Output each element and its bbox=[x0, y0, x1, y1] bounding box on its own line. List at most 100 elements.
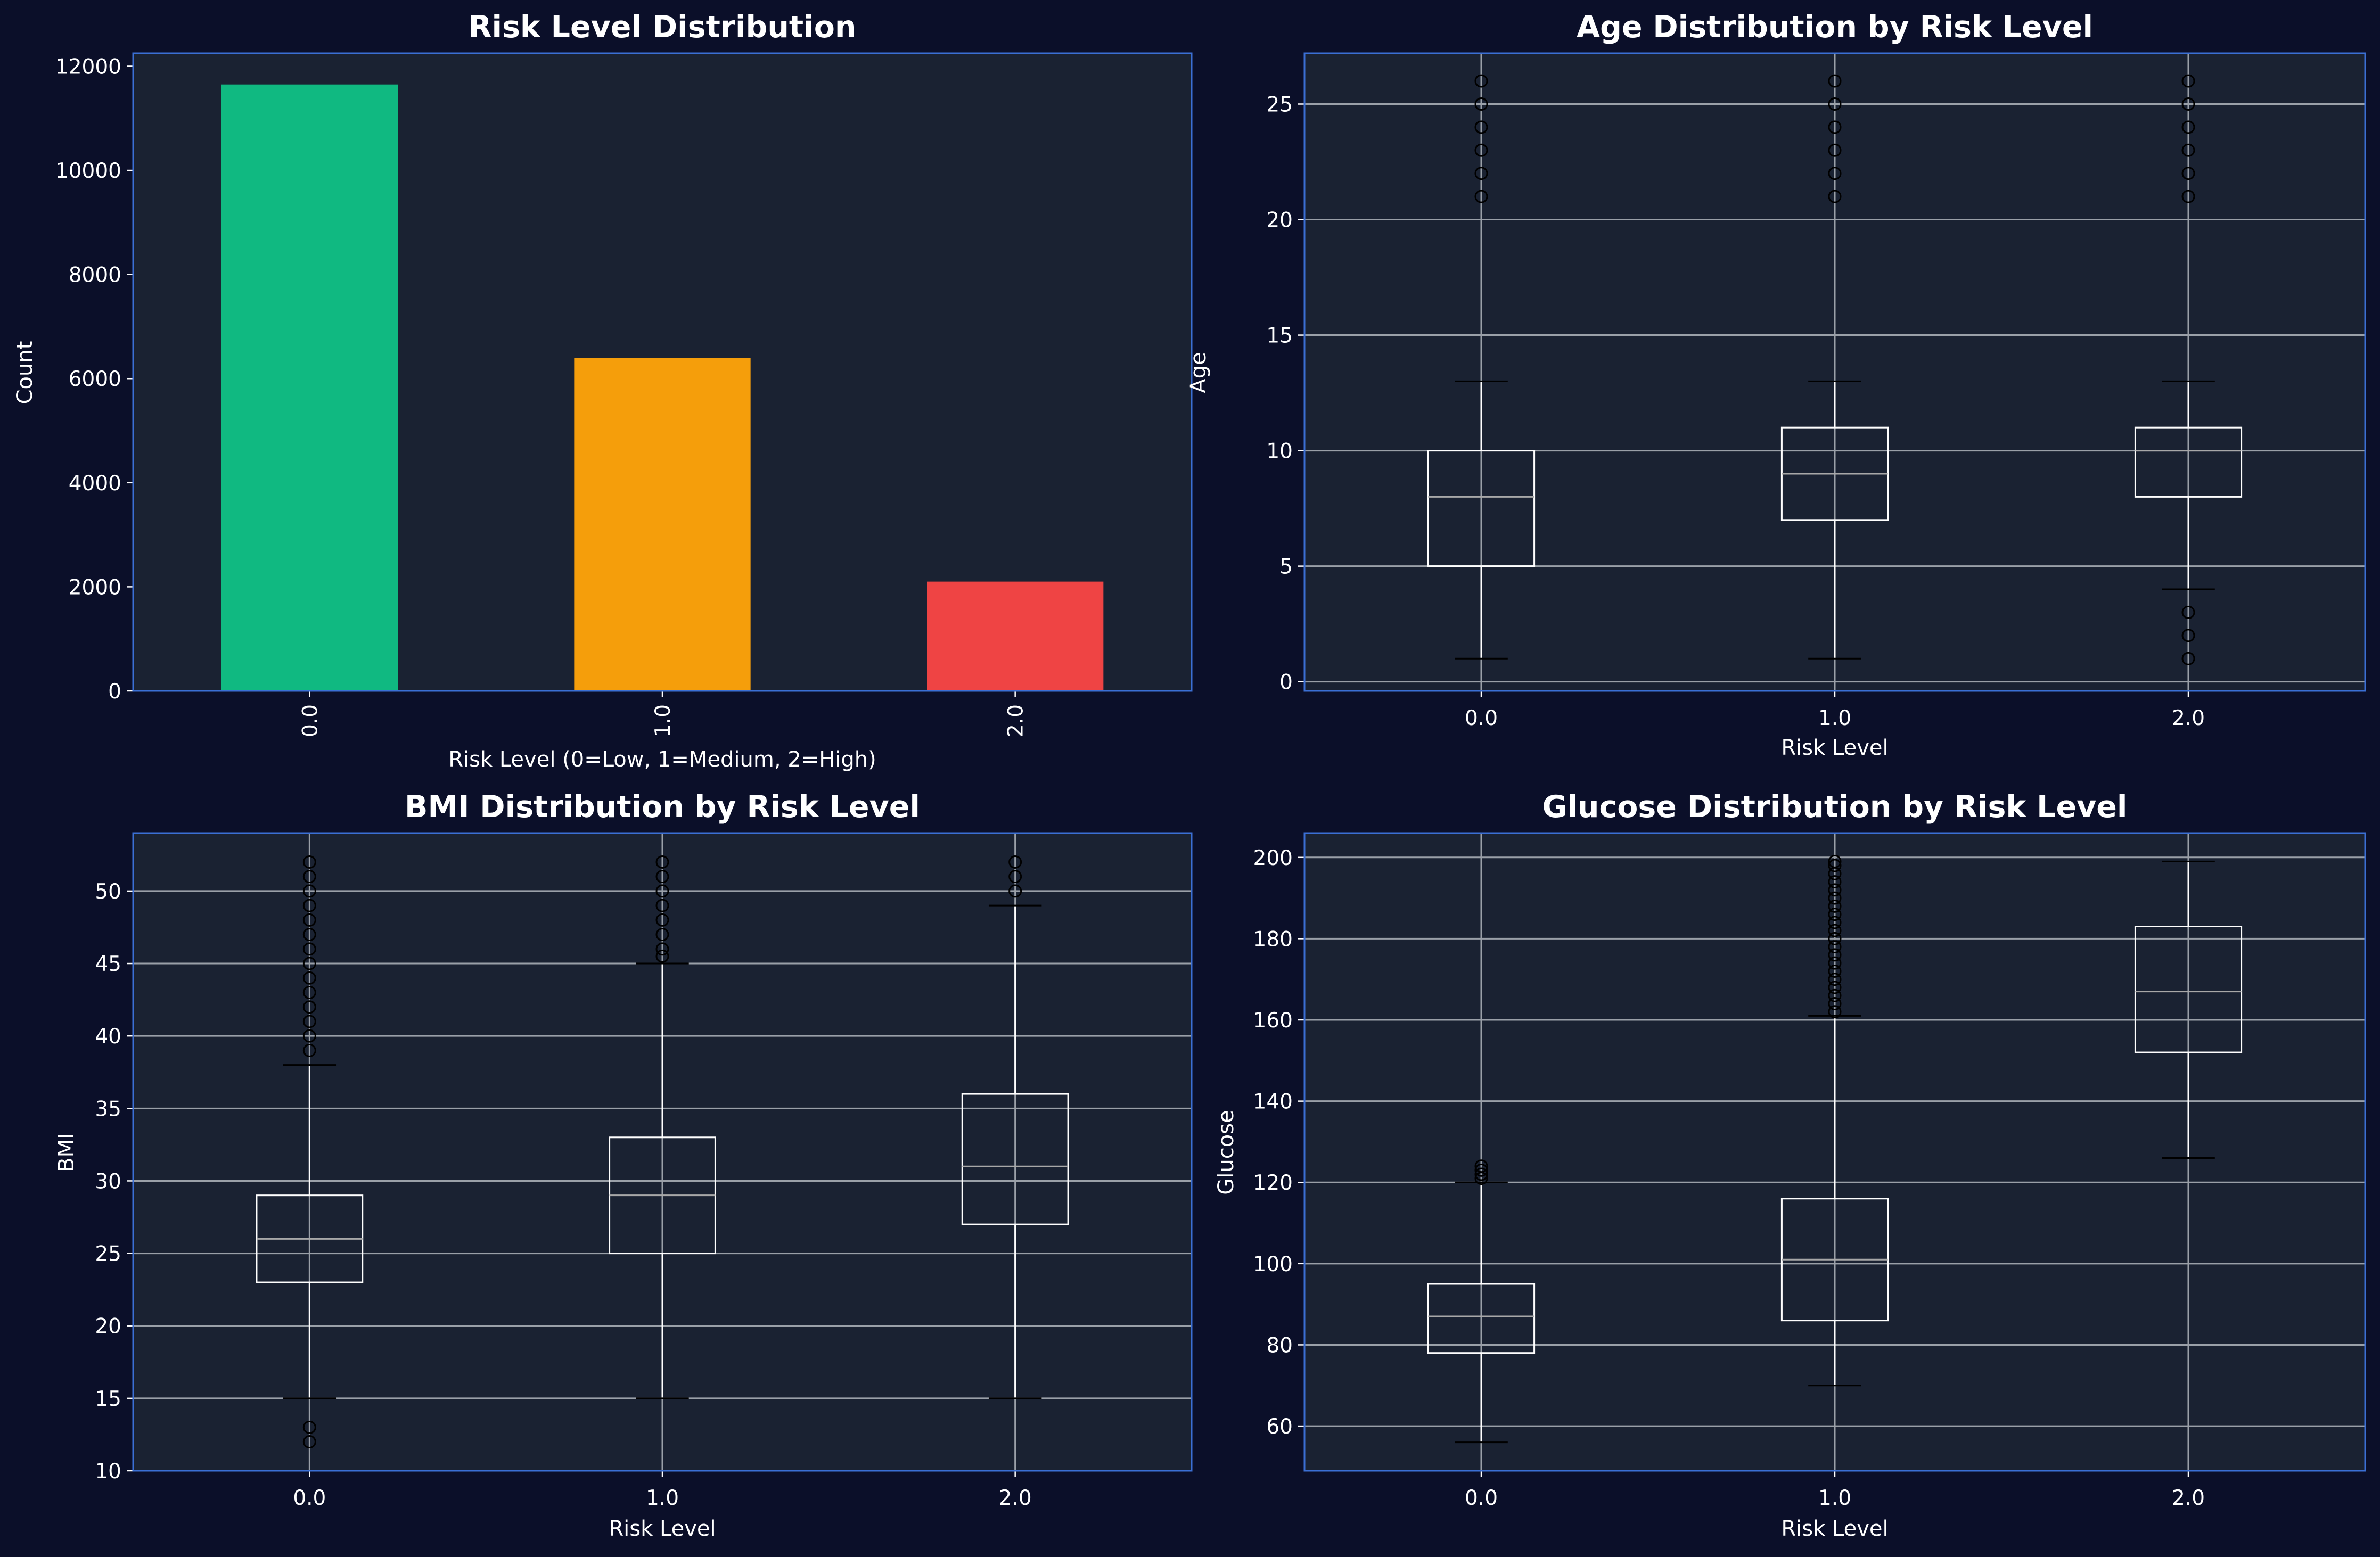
outlier-point bbox=[1828, 854, 1842, 868]
outlier-point bbox=[2181, 120, 2195, 134]
outlier-point bbox=[302, 913, 316, 927]
outlier-point bbox=[1828, 956, 1842, 970]
box-iqr bbox=[1427, 450, 1536, 567]
outlier-point bbox=[302, 1029, 316, 1043]
outlier-point bbox=[302, 899, 316, 912]
y-tick-label: 180 bbox=[1253, 927, 1293, 951]
outlier-point bbox=[302, 870, 316, 884]
outlier-point bbox=[2181, 74, 2195, 88]
outlier-point bbox=[302, 928, 316, 942]
y-tick-label: 8000 bbox=[69, 263, 121, 287]
y-axis-label: Glucose bbox=[1214, 1110, 1238, 1194]
outlier-point bbox=[1828, 899, 1842, 913]
y-axis-label: Age bbox=[1186, 352, 1211, 393]
y-tick-label: 80 bbox=[1266, 1333, 1293, 1357]
outlier-point bbox=[1828, 190, 1842, 203]
x-tick-label: 0.0 bbox=[1465, 1486, 1498, 1510]
y-tick-label: 50 bbox=[95, 880, 121, 904]
outlier-point bbox=[1474, 1167, 1488, 1181]
panel-title: BMI Distribution by Risk Level bbox=[405, 789, 920, 825]
outlier-point bbox=[1474, 190, 1488, 203]
outlier-point bbox=[655, 949, 669, 963]
y-tick-label: 10 bbox=[95, 1460, 121, 1484]
outlier-point bbox=[1828, 908, 1842, 921]
outlier-point bbox=[1828, 981, 1842, 994]
bar bbox=[574, 358, 751, 691]
outlier-point bbox=[1008, 870, 1022, 884]
outlier-point bbox=[302, 855, 316, 869]
y-tick-label: 20 bbox=[95, 1315, 121, 1339]
outlier-point bbox=[1828, 973, 1842, 986]
outlier-point bbox=[1828, 964, 1842, 978]
y-tick-label: 25 bbox=[95, 1242, 121, 1266]
outlier-point bbox=[302, 884, 316, 898]
age-boxplot-panel: Age Distribution by Risk Level Risk Leve… bbox=[1186, 10, 2366, 760]
y-tick-label: 2000 bbox=[69, 575, 121, 599]
outlier-point bbox=[302, 957, 316, 970]
box-iqr bbox=[2134, 926, 2243, 1053]
y-tick-label: 200 bbox=[1253, 846, 1293, 870]
outlier-point bbox=[302, 986, 316, 999]
panel-title: Glucose Distribution by Risk Level bbox=[1542, 789, 2128, 825]
y-axis-label: BMI bbox=[54, 1133, 79, 1172]
outlier-point bbox=[1828, 74, 1842, 88]
y-tick-label: 30 bbox=[95, 1169, 121, 1193]
outlier-point bbox=[2181, 167, 2195, 180]
box-iqr bbox=[2134, 426, 2243, 498]
outlier-point bbox=[1008, 884, 1022, 898]
y-tick-label: 15 bbox=[1266, 324, 1293, 348]
outlier-point bbox=[2181, 190, 2195, 203]
outlier-point bbox=[1828, 932, 1842, 945]
outlier-point bbox=[1828, 924, 1842, 937]
outlier-point bbox=[302, 942, 316, 956]
outlier-point bbox=[2181, 143, 2195, 157]
outlier-point bbox=[1828, 996, 1842, 1010]
x-axis-label: Risk Level bbox=[1781, 736, 1888, 760]
plot-border bbox=[1303, 52, 2366, 692]
y-tick-label: 10000 bbox=[55, 159, 121, 183]
x-tick-label: 1.0 bbox=[1818, 706, 1851, 730]
x-tick-label: 0.0 bbox=[293, 1486, 326, 1510]
outlier-point bbox=[1828, 97, 1842, 111]
y-tick-label: 100 bbox=[1253, 1253, 1293, 1276]
outlier-point bbox=[1828, 143, 1842, 157]
outlier-point bbox=[302, 971, 316, 985]
y-tick-label: 4000 bbox=[69, 472, 121, 496]
box-iqr bbox=[961, 1093, 1069, 1225]
box-iqr bbox=[1427, 1283, 1536, 1354]
plot-border bbox=[1303, 832, 2366, 1472]
outlier-point bbox=[1474, 167, 1488, 180]
outlier-point bbox=[1474, 97, 1488, 111]
outlier-point bbox=[655, 884, 669, 898]
y-tick-label: 10 bbox=[1266, 440, 1293, 464]
y-axis-label: Count bbox=[13, 341, 37, 405]
y-tick-label: 15 bbox=[95, 1387, 121, 1411]
outlier-point bbox=[1828, 875, 1842, 889]
outlier-point bbox=[1474, 74, 1488, 88]
outlier-point bbox=[1474, 120, 1488, 134]
x-tick-label: 1.0 bbox=[646, 1486, 679, 1510]
bmi-boxplot-panel: BMI Distribution by Risk Level Risk Leve… bbox=[54, 789, 1193, 1541]
outlier-point bbox=[302, 1043, 316, 1057]
outlier-point bbox=[2181, 652, 2195, 665]
outlier-point bbox=[1828, 940, 1842, 954]
y-tick-label: 5 bbox=[1279, 555, 1293, 579]
outlier-point bbox=[302, 1420, 316, 1434]
outlier-point bbox=[655, 942, 669, 956]
y-tick-label: 20 bbox=[1266, 209, 1293, 233]
x-axis-label: Risk Level bbox=[1781, 1517, 1888, 1541]
y-tick-label: 35 bbox=[95, 1097, 121, 1121]
outlier-point bbox=[1828, 883, 1842, 897]
y-tick-label: 6000 bbox=[69, 367, 121, 391]
x-tick-label: 0.0 bbox=[298, 704, 322, 737]
outlier-point bbox=[1474, 1159, 1488, 1173]
y-tick-label: 140 bbox=[1253, 1090, 1293, 1114]
bar bbox=[927, 581, 1104, 691]
panel-title: Risk Level Distribution bbox=[469, 10, 857, 45]
outlier-point bbox=[1828, 859, 1842, 872]
y-tick-label: 60 bbox=[1266, 1415, 1293, 1439]
x-tick-label: 2.0 bbox=[2172, 706, 2205, 730]
y-tick-label: 160 bbox=[1253, 1009, 1293, 1033]
outlier-point bbox=[302, 1015, 316, 1028]
outlier-point bbox=[302, 1435, 316, 1449]
